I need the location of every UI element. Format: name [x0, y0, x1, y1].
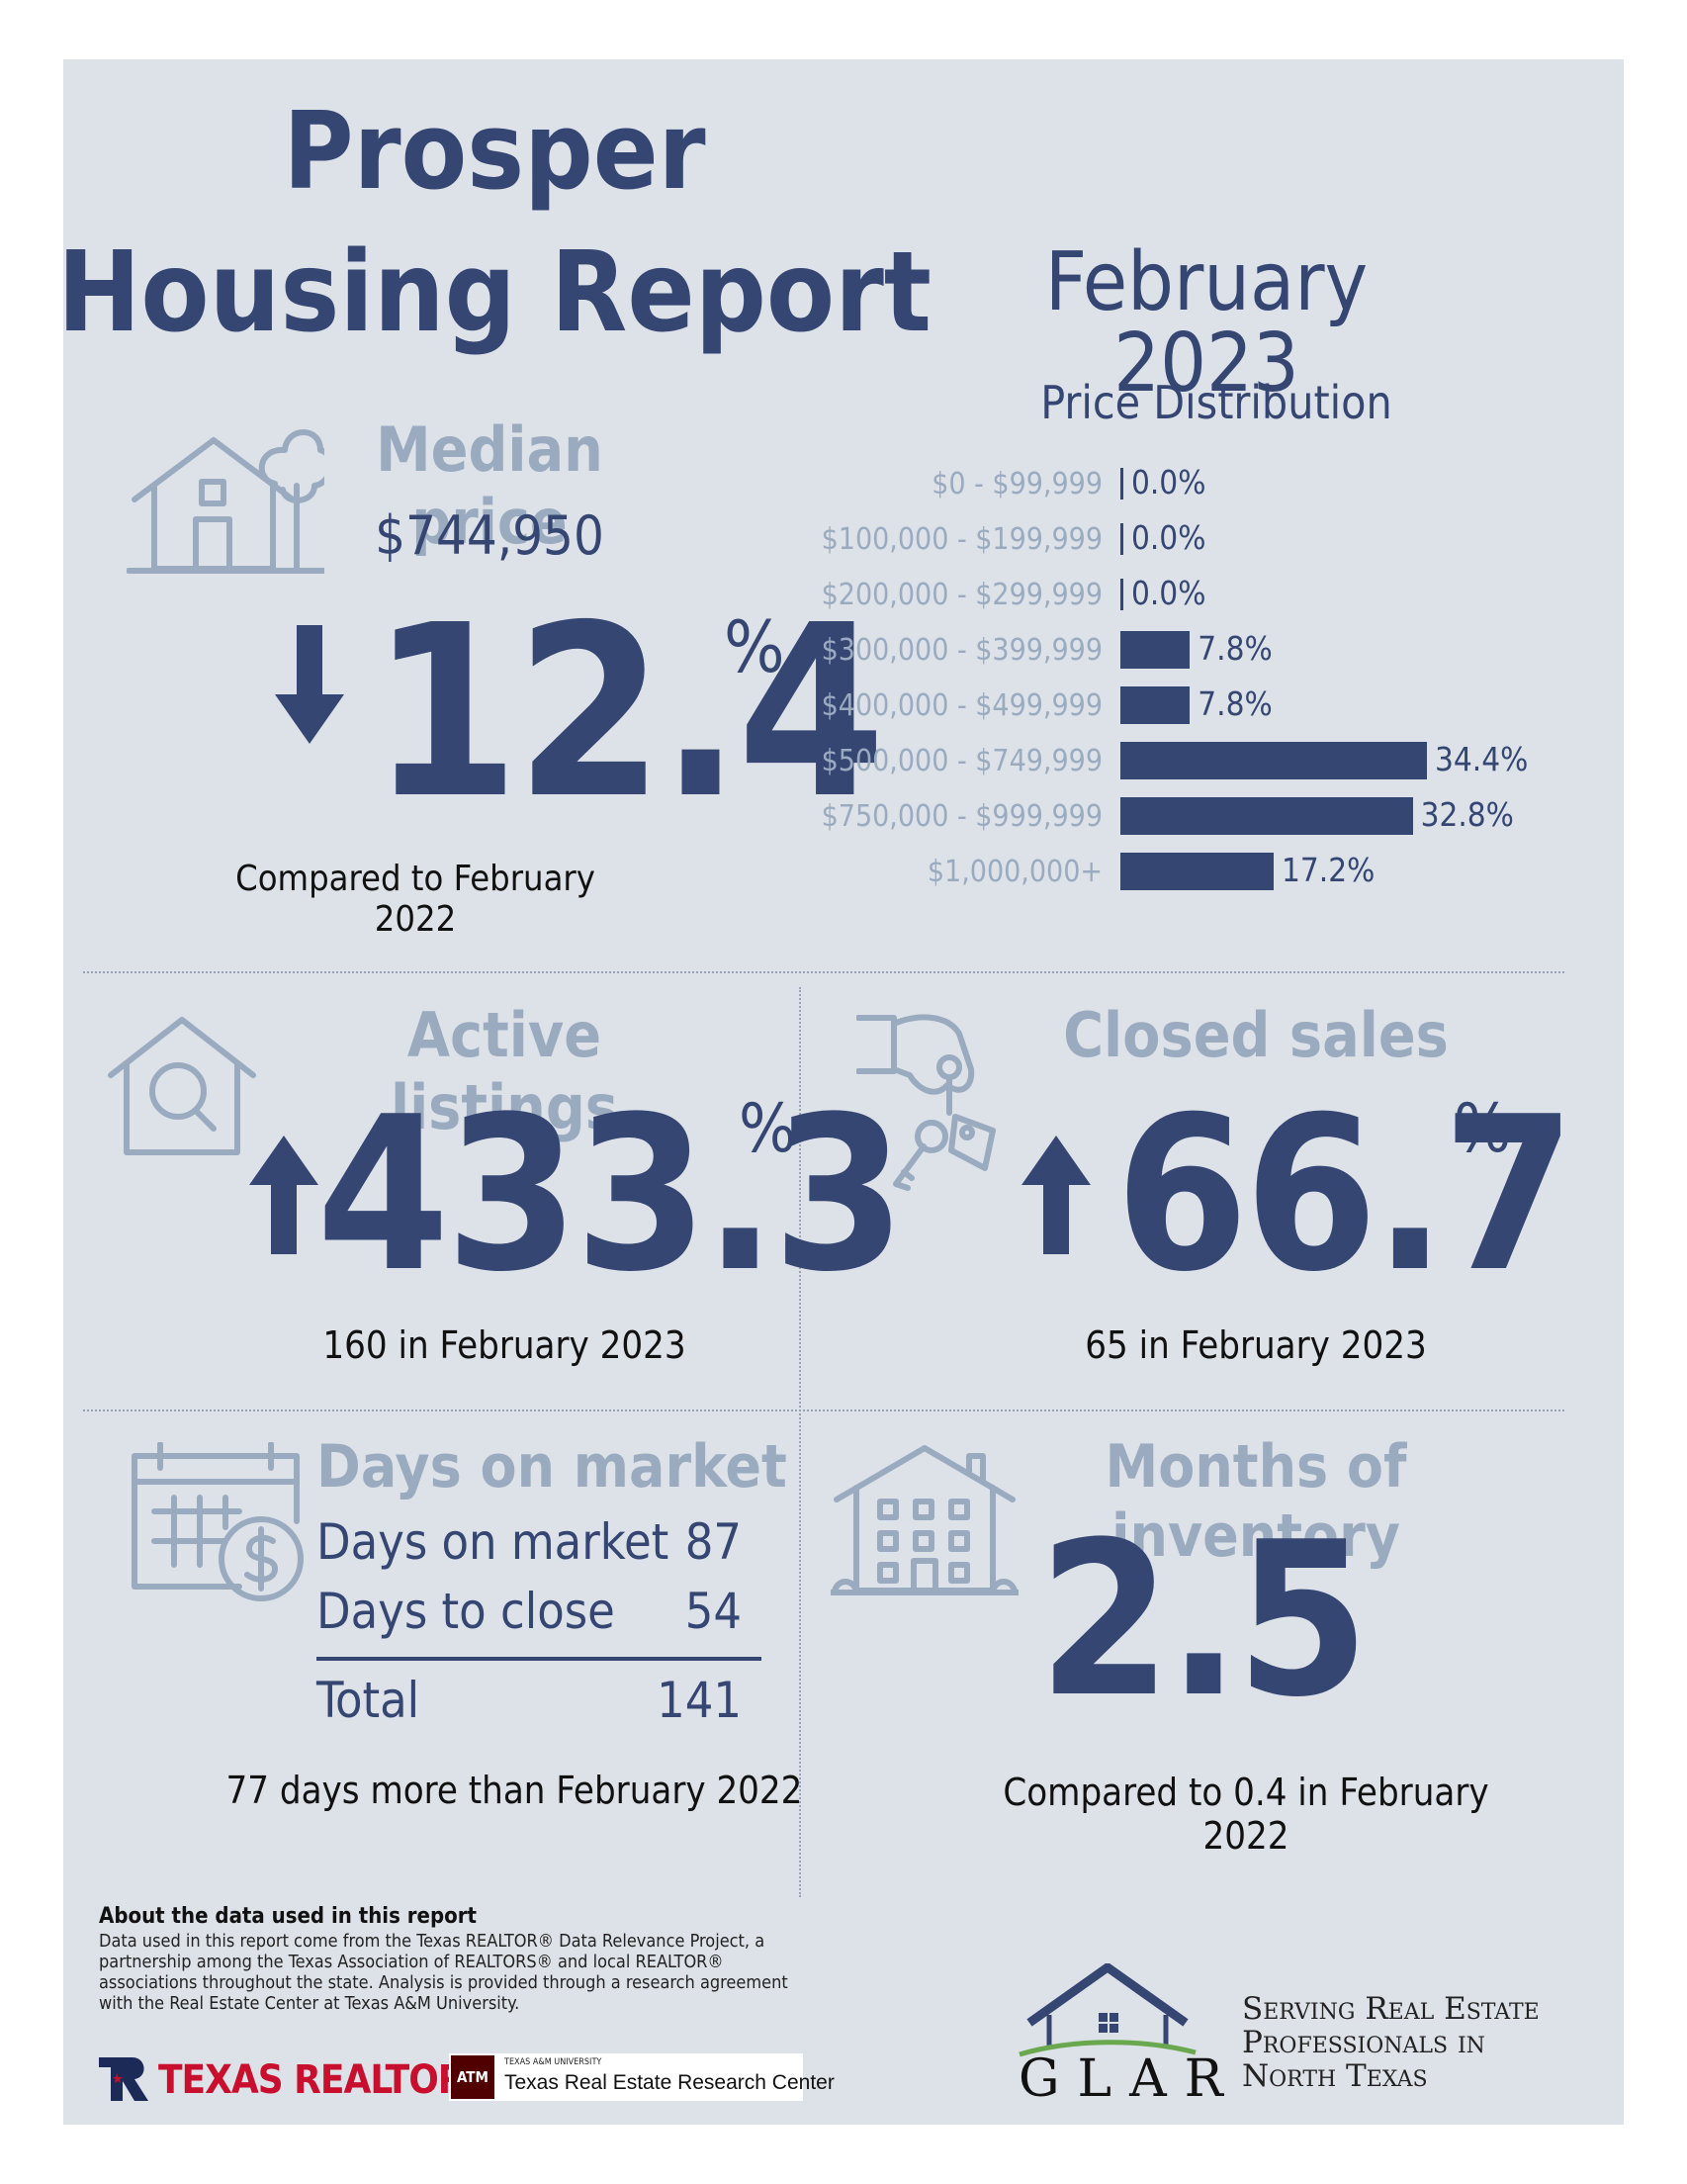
days-on-market-label: Days on market: [316, 1432, 787, 1502]
about-text: Data used in this report come from the T…: [99, 1931, 788, 2014]
price-range-bar: [1120, 579, 1123, 610]
divider-top: [83, 971, 1564, 973]
price-distribution-title: Price Distribution: [1040, 376, 1392, 429]
price-range-percent: 34.4%: [1435, 740, 1529, 778]
median-price-label: Median price: [376, 413, 603, 558]
tamu-center-name: Texas Real Estate Research Center: [504, 2071, 835, 2094]
closed-sales-detail: 65 in February 2023: [1085, 1323, 1427, 1367]
texas-realtors-wordmark: TEXAS REALTORS: [158, 2057, 489, 2103]
months-inventory-comparison: Compared to 0.4 in February 2022: [1003, 1771, 1489, 1858]
months-inventory-label: Months of inventory: [1105, 1432, 1407, 1571]
dom-total-rule: [316, 1657, 761, 1661]
price-range-label: $500,000 - $749,999: [821, 744, 1103, 778]
glar-house-icon: [1014, 1963, 1201, 2062]
about-line-1: Data used in this report come from the T…: [99, 1931, 765, 1952]
dom-row-label-2: Days to close: [316, 1583, 615, 1640]
price-range-percent: 17.2%: [1282, 851, 1376, 889]
median-price-percent-sign: %: [724, 605, 785, 688]
price-range-label: $1,000,000+: [927, 855, 1103, 889]
tamu-small-text: TEXAS A&M UNIVERSITY: [504, 2057, 602, 2067]
divider-vertical: [799, 987, 801, 1897]
about-line-2: partnership among the Texas Association …: [99, 1952, 724, 1972]
price-range-bar: [1120, 686, 1191, 724]
apartment-house-icon: [831, 1442, 1019, 1602]
price-range-percent: 0.0%: [1131, 518, 1206, 557]
arrow-up-icon: [1021, 1136, 1091, 1254]
arrow-down-icon: [275, 625, 344, 744]
price-range-label: $0 - $99,999: [932, 467, 1103, 501]
dom-row-value-1: 87: [684, 1513, 742, 1571]
about-title: About the data used in this report: [99, 1904, 477, 1929]
price-range-percent: 0.0%: [1131, 574, 1206, 612]
title-report: Housing Report: [57, 228, 932, 357]
price-range-label: $300,000 - $399,999: [821, 633, 1103, 668]
glar-tagline: Serving Real Estate Professionals in Nor…: [1242, 1992, 1540, 2093]
price-range-percent: 7.8%: [1198, 629, 1273, 668]
closed-sales-change: 66.7: [1115, 1070, 1575, 1319]
median-price-comparison: Compared to February 2022: [235, 859, 595, 940]
price-range-label: $200,000 - $299,999: [821, 578, 1103, 612]
texas-realtors-logo-icon: [99, 2057, 148, 2101]
closed-sales-percent-sign: %: [1454, 1090, 1512, 1168]
dom-total-value: 141: [657, 1672, 742, 1729]
about-line-3: associations throughout the state. Analy…: [99, 1972, 788, 1993]
price-range-percent: 0.0%: [1131, 463, 1206, 501]
dom-row-label-1: Days on market: [316, 1513, 669, 1571]
months-inventory-value: 2.5: [1038, 1496, 1370, 1744]
dom-total-label: Total: [316, 1672, 420, 1729]
divider-middle: [83, 1410, 1564, 1411]
price-range-percent: 32.8%: [1420, 795, 1514, 834]
dom-comparison: 77 days more than February 2022: [225, 1769, 803, 1812]
active-listings-detail: 160 in February 2023: [322, 1323, 686, 1367]
house-magnifier-icon: [107, 1014, 257, 1157]
price-range-bar: [1120, 631, 1191, 669]
arrow-up-icon: [249, 1136, 318, 1254]
tamu-logo-box: [449, 2053, 803, 2101]
active-listings-label: Active listings: [390, 999, 619, 1143]
report-panel: [63, 59, 1624, 2125]
closed-sales-label: Closed sales: [1063, 999, 1449, 1071]
price-range-percent: 7.8%: [1198, 684, 1273, 723]
glar-tagline-line-3: North Texas: [1242, 2058, 1428, 2094]
price-range-bar: [1120, 468, 1123, 500]
dom-row-value-2: 54: [684, 1583, 742, 1640]
price-range-label: $100,000 - $199,999: [821, 522, 1103, 557]
about-line-4: with the Real Estate Center at Texas A&M…: [99, 1993, 520, 2014]
calendar-dollar-icon: [131, 1442, 307, 1608]
price-range-bar: [1120, 742, 1427, 779]
active-listings-percent-sign: %: [739, 1090, 797, 1168]
tamu-logo-icon: ATM: [451, 2055, 494, 2099]
median-price-change: 12.4: [371, 574, 886, 851]
price-range-bar: [1120, 797, 1413, 835]
glar-wordmark: GLAR: [1019, 2049, 1241, 2109]
glar-tagline-line-2: Professionals in: [1242, 2025, 1485, 2060]
price-range-label: $750,000 - $999,999: [821, 799, 1103, 834]
active-listings-change: 433.3: [316, 1070, 906, 1319]
title-city: Prosper: [283, 90, 706, 214]
median-price-value: $744,950: [375, 504, 604, 567]
glar-tagline-line-1: Serving Real Estate: [1242, 1991, 1540, 2027]
report-date: February 2023: [1044, 235, 1369, 410]
price-range-label: $400,000 - $499,999: [821, 688, 1103, 723]
price-range-bar: [1120, 853, 1274, 890]
price-range-bar: [1120, 523, 1123, 555]
hand-keys-icon: [856, 1014, 1026, 1197]
house-tree-icon: [127, 420, 324, 579]
